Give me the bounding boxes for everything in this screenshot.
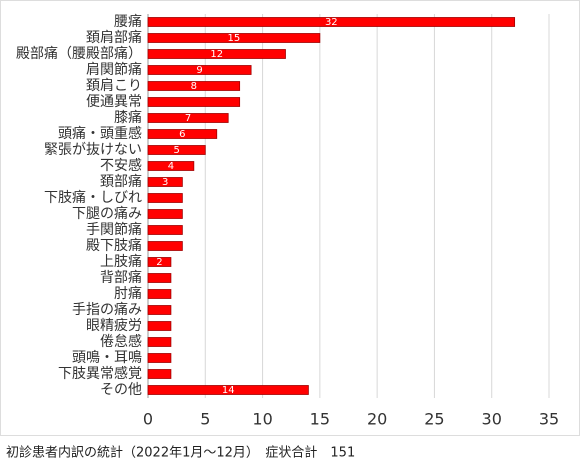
- y-tick-label: 倦怠感: [100, 333, 142, 350]
- value-label: 6: [179, 129, 185, 140]
- bar: [147, 113, 229, 123]
- bar: [147, 289, 172, 299]
- bar: [147, 257, 172, 267]
- x-tick-label: 15: [310, 410, 330, 429]
- x-tick-label: 5: [200, 410, 210, 429]
- x-tick-label: 25: [424, 410, 444, 429]
- chart-frame: [0, 0, 580, 436]
- bar: [147, 369, 172, 379]
- caption: 初診患者内訳の統計（2022年1月～12月） 症状合計 151: [6, 445, 355, 461]
- y-tick-label: 頭痛・頭重感: [58, 125, 142, 142]
- bar: [147, 81, 241, 91]
- value-label: 5: [173, 145, 179, 156]
- bar: [147, 241, 183, 251]
- bar: [147, 177, 183, 187]
- bar: [147, 129, 218, 139]
- bar: [147, 161, 195, 171]
- x-tick-label: 30: [482, 410, 502, 429]
- bar: [147, 337, 172, 347]
- value-label: 12: [210, 49, 223, 60]
- value-label: 8: [191, 81, 197, 92]
- y-tick-label: 手指の痛み: [72, 301, 142, 318]
- x-tick-label: 0: [143, 410, 153, 429]
- bar: [147, 65, 252, 75]
- bar: [147, 193, 183, 203]
- y-tick-label: 殿部痛（腰殿部痛）: [16, 45, 142, 62]
- bar: [147, 97, 241, 107]
- y-tick-label: 背部痛: [100, 269, 142, 286]
- y-tick-label: 頚肩部痛: [86, 29, 142, 46]
- value-label: 3: [162, 177, 168, 188]
- y-tick-label: 頭鳴・耳鳴: [72, 350, 142, 366]
- value-label: 14: [222, 385, 235, 396]
- y-tick-label: 下肢異常感覚: [58, 365, 142, 382]
- bar: [147, 145, 206, 155]
- bar: [147, 33, 321, 43]
- value-label: 4: [168, 161, 174, 172]
- value-label: 15: [228, 33, 241, 44]
- y-tick-label: 眼精疲労: [86, 317, 142, 334]
- y-tick-label: 便通異常: [86, 94, 142, 110]
- y-tick-label: 手関節痛: [86, 221, 142, 238]
- bar: [147, 273, 172, 283]
- y-tick-label: 頚部痛: [100, 173, 142, 190]
- y-tick-label: 上肢痛: [100, 253, 142, 270]
- y-tick-label: 膝痛: [114, 109, 142, 126]
- bar: [147, 225, 183, 235]
- value-label: 7: [185, 113, 191, 124]
- bar: [147, 305, 172, 315]
- y-tick-label: 肘痛: [114, 285, 142, 302]
- y-tick-label: 下肢痛・しびれ: [44, 189, 142, 206]
- value-label: 2: [156, 257, 162, 268]
- y-tick-label: その他: [100, 382, 142, 398]
- x-tick-label: 35: [539, 410, 559, 429]
- value-label: 9: [196, 65, 202, 76]
- bar: [147, 49, 286, 59]
- bar: [147, 209, 183, 219]
- bar: [147, 17, 516, 27]
- bar: [147, 385, 309, 395]
- y-tick-label: 緊張が抜けない: [44, 142, 142, 158]
- y-tick-label: 下腿の痛み: [72, 205, 142, 222]
- value-label: 32: [325, 17, 338, 28]
- bar: [147, 353, 172, 363]
- y-tick-label: 不安感: [100, 157, 142, 174]
- y-tick-label: 腰痛: [114, 13, 142, 30]
- y-tick-label: 頚肩こり: [86, 78, 142, 94]
- x-tick-label: 10: [252, 410, 272, 429]
- x-tick-label: 20: [367, 410, 387, 429]
- y-tick-label: 肩関節痛: [86, 61, 142, 78]
- y-tick-label: 殿下肢痛: [86, 237, 142, 254]
- bar: [147, 321, 172, 331]
